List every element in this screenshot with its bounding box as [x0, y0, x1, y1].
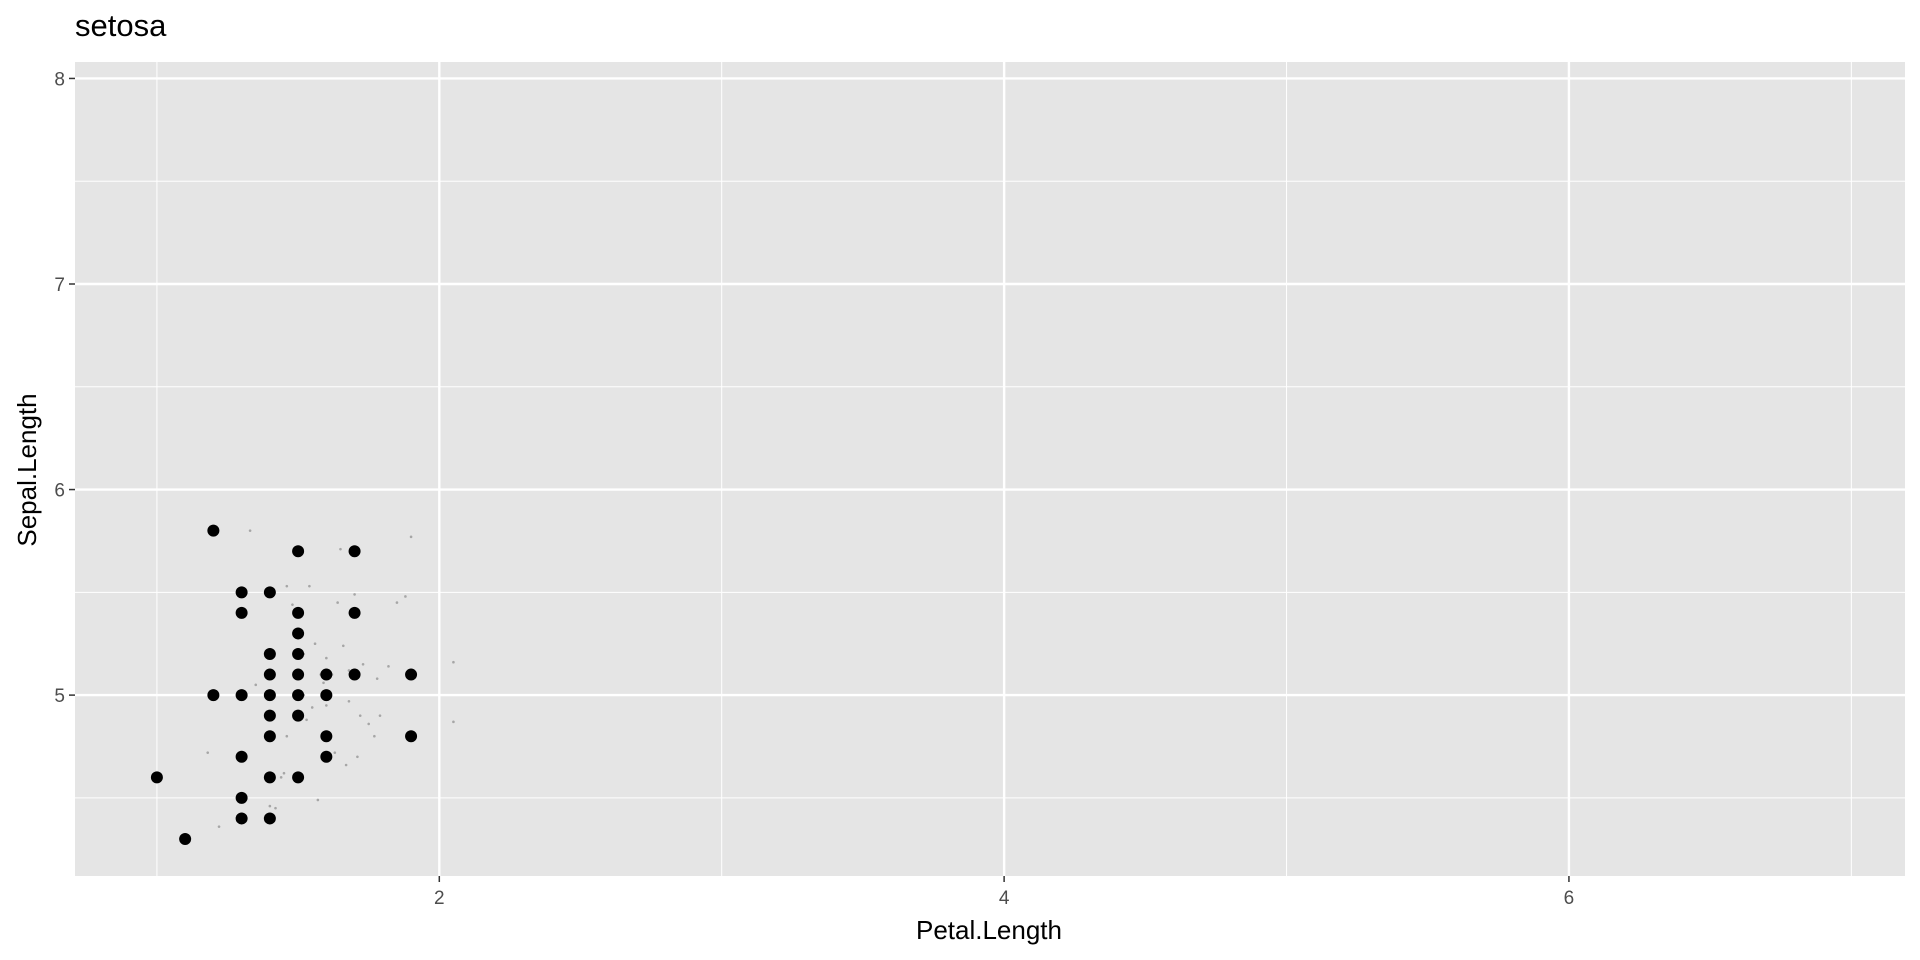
jitter-point — [285, 584, 289, 588]
jitter-points-layer — [206, 529, 455, 828]
major-gridlines — [75, 62, 1905, 876]
jitter-point — [325, 656, 328, 660]
data-point — [263, 771, 276, 784]
data-point — [405, 730, 418, 743]
data-point — [235, 812, 248, 825]
jitter-point — [452, 720, 455, 724]
jitter-point — [353, 593, 356, 596]
jitter-point — [285, 734, 289, 738]
jitter-point — [316, 798, 320, 802]
chart-title: setosa — [75, 8, 167, 43]
data-point — [292, 606, 305, 619]
y-axis: 5 6 7 8 — [54, 69, 75, 707]
y-axis-title: Sepal.Length — [12, 393, 42, 546]
data-point — [292, 689, 305, 702]
data-point — [405, 668, 418, 681]
data-point — [263, 730, 276, 743]
data-point — [235, 606, 248, 619]
data-point — [263, 648, 276, 660]
x-tick-label: 4 — [999, 888, 1010, 909]
data-point — [292, 771, 305, 784]
data-point — [292, 709, 305, 722]
x-tick-label: 6 — [1564, 888, 1575, 909]
plot-panel — [75, 62, 1905, 876]
data-point — [320, 730, 333, 743]
jitter-point — [358, 714, 362, 717]
y-tick-label: 8 — [54, 69, 65, 90]
data-point — [263, 586, 276, 599]
jitter-point — [378, 714, 382, 717]
jitter-point — [409, 535, 413, 539]
data-point — [263, 709, 276, 722]
data-point — [150, 771, 163, 784]
data-point — [263, 668, 276, 681]
jitter-point — [373, 734, 376, 738]
jitter-point — [279, 776, 283, 779]
data-point — [320, 689, 333, 702]
data-point — [320, 750, 333, 763]
jitter-point — [254, 683, 258, 687]
data-point — [235, 689, 248, 702]
data-point — [207, 524, 220, 537]
jitter-point — [206, 751, 210, 754]
data-point — [292, 668, 305, 681]
jitter-point — [291, 603, 294, 606]
y-tick-label: 5 — [54, 686, 65, 707]
jitter-point — [310, 706, 314, 709]
data-point — [348, 668, 361, 681]
data-point — [235, 586, 248, 599]
jitter-point — [308, 584, 311, 588]
y-tick-label: 7 — [54, 275, 65, 296]
data-point — [263, 812, 276, 825]
jitter-point — [404, 595, 407, 598]
x-axis: 2 4 6 — [434, 876, 1574, 909]
data-point — [292, 627, 305, 640]
jitter-point — [367, 722, 371, 726]
jitter-point — [341, 644, 345, 648]
jitter-point — [333, 751, 337, 754]
jitter-point — [344, 763, 348, 767]
x-tick-label: 2 — [434, 888, 445, 909]
data-point — [348, 606, 361, 619]
data-point — [235, 750, 248, 763]
data-point — [292, 648, 305, 660]
jitter-point — [217, 825, 221, 828]
x-axis-title: Petal.Length — [916, 915, 1062, 945]
jitter-point — [387, 665, 390, 668]
jitter-point — [268, 804, 272, 808]
data-point — [235, 791, 248, 804]
jitter-point — [248, 529, 252, 532]
jitter-point — [347, 669, 351, 672]
jitter-point — [282, 771, 286, 775]
jitter-point — [336, 601, 339, 604]
jitter-point — [395, 601, 399, 604]
jitter-point — [375, 677, 379, 680]
jitter-point — [347, 699, 351, 703]
jitter-point — [361, 662, 365, 666]
jitter-point — [452, 660, 455, 664]
jitter-point — [339, 547, 342, 551]
data-point — [292, 545, 305, 558]
jitter-point — [325, 704, 328, 707]
data-point — [207, 689, 220, 702]
data-point — [320, 668, 333, 681]
jitter-point — [313, 642, 317, 646]
jitter-point — [274, 806, 277, 810]
jitter-point — [356, 755, 359, 759]
data-point — [348, 545, 361, 558]
data-points-layer — [150, 524, 418, 845]
jitter-point — [305, 718, 308, 722]
data-point — [179, 833, 192, 845]
jitter-point — [322, 681, 325, 685]
y-tick-label: 6 — [54, 481, 65, 502]
minor-gridlines — [75, 62, 1905, 876]
data-point — [263, 689, 276, 702]
